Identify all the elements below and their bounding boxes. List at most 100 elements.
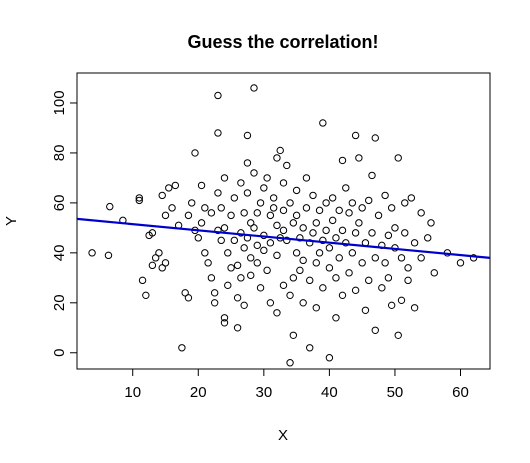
regression-line-group [76, 217, 491, 259]
data-point [401, 199, 409, 207]
data-point [148, 261, 157, 270]
data-point [266, 239, 275, 247]
data-point [404, 276, 412, 285]
data-point [292, 211, 301, 220]
data-point [342, 184, 350, 192]
data-point [322, 199, 330, 207]
data-point [104, 251, 113, 260]
data-point [289, 274, 298, 282]
data-point [279, 206, 288, 215]
data-point [306, 344, 314, 352]
data-point [309, 191, 317, 200]
data-point [197, 181, 206, 190]
data-point [368, 229, 376, 237]
x-axis-title: X [278, 427, 288, 444]
data-point [253, 241, 261, 250]
data-point [335, 254, 343, 262]
data-point [302, 204, 311, 212]
data-point [338, 156, 347, 165]
data-point [227, 211, 235, 220]
data-point [319, 284, 327, 292]
data-point [135, 196, 143, 205]
data-point [387, 301, 396, 310]
data-point [312, 304, 320, 312]
data-point [243, 189, 252, 197]
data-point [135, 194, 143, 202]
data-point [410, 304, 419, 312]
data-point [348, 199, 357, 207]
data-point [269, 194, 278, 202]
data-point [394, 331, 402, 339]
data-point [371, 134, 379, 142]
data-point [309, 229, 317, 237]
data-point [312, 259, 320, 267]
data-point [351, 131, 360, 140]
data-point [243, 159, 252, 167]
data-point [151, 254, 160, 262]
data-point [220, 319, 229, 327]
data-point [332, 234, 340, 242]
data-point [361, 306, 370, 314]
data-point [161, 211, 170, 220]
x-axis: 10 20 30 40 50 60 [124, 368, 469, 401]
data-point [266, 299, 275, 307]
y-tick-label: 100 [51, 90, 68, 115]
data-point [181, 289, 189, 297]
data-point [469, 254, 478, 262]
data-point [322, 226, 330, 235]
data-point [358, 259, 366, 267]
data-point [355, 154, 363, 162]
x-tick-label: 60 [452, 384, 469, 401]
data-point [358, 204, 366, 212]
data-point [201, 204, 209, 212]
data-point [365, 196, 373, 205]
data-point [292, 186, 301, 195]
data-point [312, 219, 320, 227]
regression-line [76, 217, 491, 259]
y-tick-label: 80 [51, 145, 68, 162]
data-point [161, 259, 170, 267]
data-point [371, 254, 379, 262]
data-point [210, 299, 219, 307]
data-point [378, 284, 386, 292]
data-point [283, 161, 291, 170]
data-point [332, 314, 340, 322]
data-point [299, 299, 307, 307]
data-point [299, 224, 307, 232]
data-point [279, 179, 288, 187]
data-point [351, 286, 360, 295]
data-point [273, 309, 281, 317]
data-point [256, 199, 265, 207]
data-point [165, 184, 173, 192]
data-point [263, 174, 271, 182]
data-point [240, 209, 248, 217]
data-point [319, 236, 327, 245]
data-point [456, 259, 465, 267]
data-point [142, 291, 150, 300]
data-point [299, 256, 307, 265]
data-point [250, 84, 258, 92]
data-point [289, 219, 298, 227]
data-point [214, 226, 222, 235]
data-point [345, 269, 353, 277]
data-point [201, 249, 209, 257]
data-point [325, 244, 334, 252]
data-point [233, 324, 242, 332]
data-point [204, 259, 212, 267]
x-tick-label: 50 [387, 384, 404, 401]
data-point [188, 199, 196, 207]
data-point [207, 209, 216, 217]
data-point [158, 191, 166, 200]
data-point [240, 301, 248, 310]
data-point [247, 219, 255, 227]
data-point [148, 229, 157, 237]
data-point [171, 181, 180, 190]
data-point [224, 281, 232, 290]
data-point [256, 284, 265, 292]
data-point [368, 171, 376, 180]
data-point [407, 194, 416, 202]
data-point [397, 254, 406, 262]
data-point [230, 236, 239, 245]
data-point [292, 249, 301, 257]
data-point [220, 174, 229, 182]
